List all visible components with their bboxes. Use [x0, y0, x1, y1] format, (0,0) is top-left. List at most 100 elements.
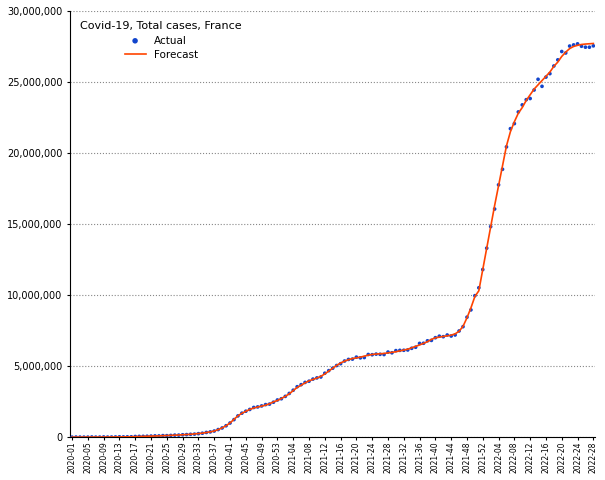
Actual	[332, 362, 341, 370]
Actual	[553, 56, 563, 64]
Forecast	[104, 434, 111, 440]
Actual	[206, 428, 215, 436]
Actual	[225, 419, 235, 427]
Actual	[95, 433, 105, 441]
Actual	[466, 306, 476, 314]
Actual	[439, 333, 448, 340]
Actual	[217, 424, 227, 432]
Actual	[379, 351, 389, 359]
Actual	[237, 409, 247, 417]
Actual	[324, 367, 333, 374]
Actual	[545, 70, 555, 77]
Actual	[407, 345, 416, 352]
Actual	[103, 433, 113, 441]
Actual	[114, 433, 124, 441]
Actual	[423, 337, 433, 345]
Actual	[565, 42, 575, 50]
Actual	[506, 125, 515, 132]
Actual	[482, 244, 491, 252]
Actual	[111, 433, 120, 441]
Actual	[154, 432, 164, 440]
Actual	[166, 432, 175, 439]
Actual	[395, 347, 405, 354]
Actual	[281, 393, 290, 400]
Actual	[178, 431, 188, 439]
Actual	[257, 402, 266, 410]
Actual	[189, 430, 199, 438]
Actual	[296, 381, 306, 388]
Actual	[119, 433, 128, 441]
Actual	[320, 370, 330, 377]
Forecast	[68, 434, 76, 440]
Line: Forecast: Forecast	[72, 44, 594, 437]
Actual	[292, 383, 302, 391]
Actual	[312, 374, 322, 382]
Actual	[182, 431, 191, 438]
Actual	[174, 431, 183, 439]
Actual	[399, 347, 408, 354]
Actual	[233, 412, 243, 420]
Actual	[490, 205, 500, 213]
Actual	[431, 334, 440, 342]
Actual	[371, 350, 381, 358]
Actual	[514, 108, 523, 116]
Actual	[415, 339, 425, 347]
Actual	[348, 355, 358, 363]
Actual	[139, 432, 148, 440]
Actual	[486, 223, 495, 230]
Actual	[419, 339, 428, 347]
Actual	[241, 408, 250, 415]
Actual	[557, 48, 567, 55]
Actual	[91, 433, 100, 441]
Actual	[198, 430, 208, 437]
Actual	[106, 433, 116, 441]
Actual	[300, 379, 310, 386]
Actual	[340, 357, 350, 365]
Actual	[383, 348, 393, 356]
Actual	[541, 73, 551, 81]
Actual	[214, 426, 223, 433]
Actual	[352, 353, 361, 361]
Actual	[146, 432, 156, 440]
Actual	[304, 377, 314, 385]
Actual	[253, 403, 263, 411]
Actual	[336, 360, 345, 368]
Actual	[150, 432, 160, 440]
Actual	[170, 432, 180, 439]
Actual	[454, 327, 464, 335]
Forecast	[558, 54, 566, 60]
Actual	[478, 266, 488, 274]
Actual	[375, 350, 385, 358]
Actual	[221, 422, 231, 430]
Forecast	[428, 336, 435, 342]
Actual	[75, 433, 85, 441]
Actual	[131, 432, 140, 440]
Actual	[344, 356, 353, 363]
Actual	[569, 41, 578, 49]
Actual	[359, 354, 369, 361]
Forecast	[412, 344, 419, 349]
Actual	[99, 433, 108, 441]
Actual	[581, 43, 590, 51]
Actual	[364, 351, 373, 359]
Actual	[308, 375, 318, 383]
Actual	[458, 323, 468, 331]
Actual	[403, 346, 413, 354]
Actual	[316, 373, 325, 381]
Actual	[446, 332, 456, 340]
Actual	[509, 120, 519, 128]
Actual	[584, 43, 594, 51]
Actual	[83, 433, 93, 441]
Actual	[79, 433, 89, 441]
Actual	[522, 96, 531, 104]
Actual	[289, 386, 298, 394]
Actual	[391, 347, 401, 354]
Actual	[276, 395, 286, 403]
Actual	[450, 331, 460, 339]
Actual	[427, 336, 436, 344]
Actual	[126, 433, 136, 441]
Actual	[494, 181, 503, 189]
Actual	[201, 429, 211, 436]
Actual	[273, 396, 283, 404]
Actual	[122, 433, 132, 441]
